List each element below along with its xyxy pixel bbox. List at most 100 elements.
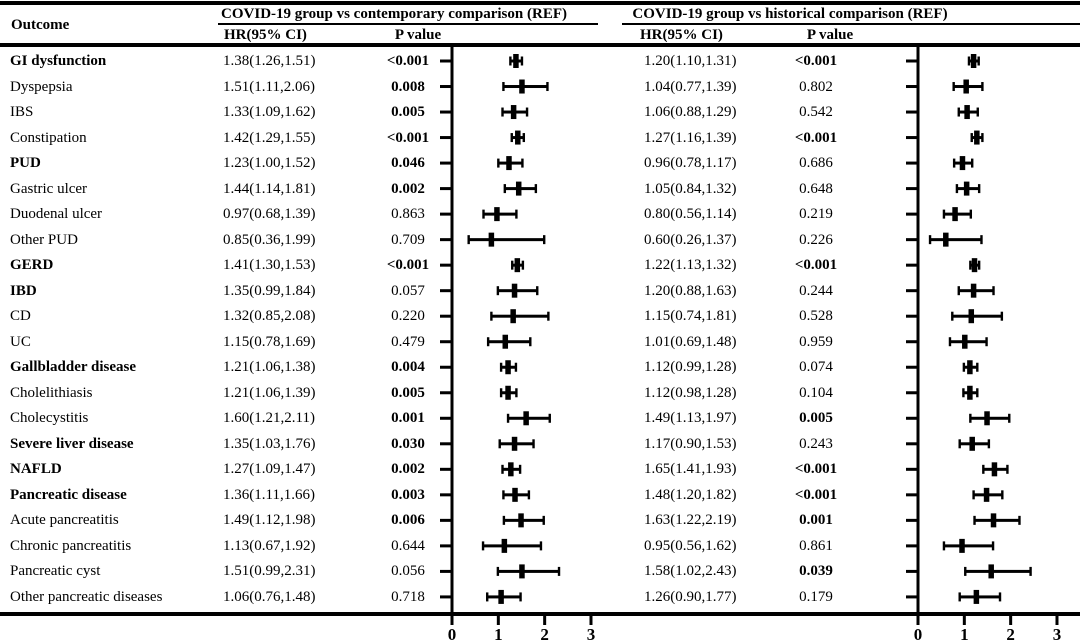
point-estimate-marker [511,283,518,298]
header-rule [0,43,1080,47]
p-value-historical: 0.104 [799,384,833,401]
ci-cap-high [977,56,980,66]
error-bar-contemporary [481,538,543,553]
ci-cap-high [1018,515,1021,525]
ci-cap-low [509,56,512,66]
p-column-header-historical: P value [806,27,854,43]
ci-cap-low [499,362,503,372]
ci-cap-low [942,209,946,219]
ci-cap-low [948,337,952,347]
row-axis-tick-historical [906,314,918,318]
hr-ci-value-historical: 1.22(1.13,1.32) [644,257,737,274]
p-value-contemporary: 0.002 [391,461,425,478]
p-column-header-contemporary: P value [394,27,442,43]
ci-line [963,365,978,369]
hr-ci-value-historical: 1.48(1.20,1.82) [644,486,737,503]
ci-line [503,85,548,89]
error-bar-contemporary [503,181,538,196]
ci-cap-low [506,413,510,423]
ci-cap-low [501,464,504,474]
row-axis-tick-historical [906,238,918,242]
p-value-historical: 0.039 [799,563,833,580]
p-value-contemporary: 0.005 [391,104,425,121]
outcome-label: Other pancreatic diseases [10,588,163,605]
ci-line [970,416,1010,420]
ci-cap-high [977,260,981,270]
hr-ci-value-contemporary: 1.36(1.11,1.66) [223,486,315,503]
p-value-historical: <0.001 [794,129,838,146]
x-axis-tick-label-historical: 0 [914,625,923,644]
ci-cap-low [502,515,506,525]
row-axis-tick-historical [906,569,918,573]
ci-cap-low [496,566,500,576]
x-axis-tick-label-contemporary: 2 [540,625,549,644]
point-estimate-marker [988,564,994,579]
error-bar-historical [970,130,984,145]
ci-cap-high [980,235,983,245]
y-axis-line-historical [916,47,920,624]
hr-ci-value-historical: 1.20(1.10,1.31) [644,53,737,69]
hr-ci-value-historical: 1.12(0.99,1.28) [644,359,737,376]
ci-line [468,238,545,242]
x-axis-tick-label-contemporary: 1 [494,625,503,644]
ci-line [503,518,544,522]
hr-ci-value-historical: 1.05(0.84,1.32) [644,180,737,197]
ci-cap-high [522,133,526,143]
point-estimate-marker [510,105,517,120]
ci-cap-low [503,184,507,194]
hr-ci-value-contemporary: 1.44(1.14,1.81) [223,180,316,197]
ci-line [487,595,521,599]
hr-ci-value-historical: 1.04(0.77,1.39) [644,78,737,95]
row-axis-tick-historical [906,595,918,599]
ci-cap-high [515,209,518,219]
ci-cap-high [969,209,973,219]
hr-ci-value-historical: 1.27(1.16,1.39) [644,129,737,146]
ci-cap-low [952,158,956,168]
ci-line [959,595,1001,599]
p-value-contemporary: 0.004 [391,359,425,376]
outcome-label: Gallbladder disease [10,359,136,376]
ci-line [497,289,538,293]
ci-cap-low [951,311,954,321]
hr-ci-value-historical: 1.15(0.74,1.81) [644,308,737,325]
error-bar-contemporary [496,564,561,579]
point-estimate-marker [974,130,980,145]
outcome-label: GI dysfunction [10,53,107,69]
p-value-historical: 0.686 [799,155,833,172]
hr-ci-value-contemporary: 0.97(0.68,1.39) [223,206,316,223]
point-estimate-marker [967,385,973,400]
hr-ci-value-historical: 1.01(0.69,1.48) [644,333,737,350]
ci-line [508,416,550,420]
ci-cap-low [982,464,985,474]
outcome-label: Other PUD [10,231,78,248]
hr-ci-value-contemporary: 1.60(1.21,2.11) [223,410,315,427]
point-estimate-marker [498,589,504,604]
ci-line [511,136,524,140]
point-estimate-marker [501,538,508,553]
p-value-contemporary: 0.718 [391,588,425,605]
ci-cap-high [518,464,522,474]
p-value-contemporary: 0.008 [391,78,425,95]
p-value-historical: 0.802 [799,78,833,95]
error-bar-historical [958,589,1002,604]
point-estimate-marker [969,436,975,451]
ci-line [503,493,529,497]
outcome-label: Acute pancreatitis [10,512,119,529]
ci-cap-high [985,337,988,347]
ci-cap-low [498,439,501,449]
ci-line [971,136,983,140]
p-value-contemporary: 0.220 [391,308,425,325]
point-estimate-marker [970,54,977,68]
ci-cap-low [969,413,972,423]
point-estimate-marker [952,207,958,222]
ci-line [958,289,994,293]
row-axis-tick-historical [906,136,918,140]
hr-ci-value-historical: 1.63(1.22,2.19) [644,512,737,529]
hr-ci-value-contemporary: 1.41(1.30,1.53) [223,257,316,274]
ci-line [501,365,516,369]
ci-line [483,544,541,548]
error-bar-historical [952,79,984,94]
ci-cap-high [557,566,561,576]
ci-line [930,238,982,242]
